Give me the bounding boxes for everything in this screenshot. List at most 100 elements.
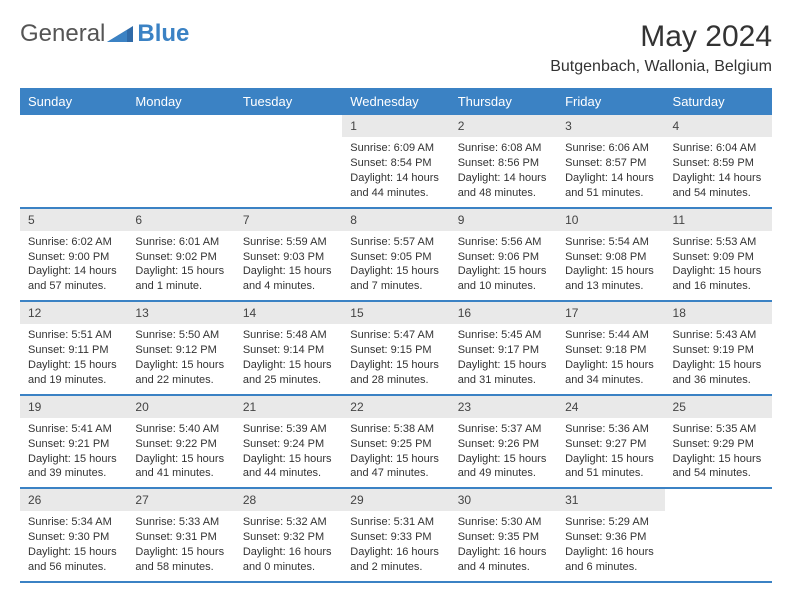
daylight-text: Daylight: 15 hours and 41 minutes. bbox=[135, 452, 226, 482]
weekday-header: Sunday bbox=[20, 88, 127, 115]
day-number: 14 bbox=[235, 302, 342, 324]
sunrise-text: Sunrise: 5:36 AM bbox=[565, 422, 656, 437]
day-number: 30 bbox=[450, 489, 557, 511]
calendar-day-cell: 4Sunrise: 6:04 AMSunset: 8:59 PMDaylight… bbox=[665, 115, 772, 208]
sunrise-text: Sunrise: 5:33 AM bbox=[135, 515, 226, 530]
day-number: 17 bbox=[557, 302, 664, 324]
sunset-text: Sunset: 9:21 PM bbox=[28, 437, 119, 452]
daylight-text: Daylight: 15 hours and 22 minutes. bbox=[135, 358, 226, 388]
brand-part1: General bbox=[20, 20, 105, 48]
calendar-day-cell: 12Sunrise: 5:51 AMSunset: 9:11 PMDayligh… bbox=[20, 301, 127, 395]
calendar-day-cell: 15Sunrise: 5:47 AMSunset: 9:15 PMDayligh… bbox=[342, 301, 449, 395]
day-body: Sunrise: 5:44 AMSunset: 9:18 PMDaylight:… bbox=[557, 324, 664, 393]
sunrise-text: Sunrise: 5:35 AM bbox=[673, 422, 764, 437]
day-body: Sunrise: 5:39 AMSunset: 9:24 PMDaylight:… bbox=[235, 418, 342, 487]
calendar-day-cell: 30Sunrise: 5:30 AMSunset: 9:35 PMDayligh… bbox=[450, 488, 557, 582]
sunset-text: Sunset: 9:33 PM bbox=[350, 530, 441, 545]
calendar-day-cell: 28Sunrise: 5:32 AMSunset: 9:32 PMDayligh… bbox=[235, 488, 342, 582]
day-body: Sunrise: 5:59 AMSunset: 9:03 PMDaylight:… bbox=[235, 231, 342, 300]
header: General Blue May 2024 Butgenbach, Wallon… bbox=[20, 20, 772, 76]
sunrise-text: Sunrise: 5:39 AM bbox=[243, 422, 334, 437]
daylight-text: Daylight: 15 hours and 19 minutes. bbox=[28, 358, 119, 388]
day-body: Sunrise: 5:33 AMSunset: 9:31 PMDaylight:… bbox=[127, 511, 234, 580]
sunset-text: Sunset: 9:22 PM bbox=[135, 437, 226, 452]
calendar-day-cell: 23Sunrise: 5:37 AMSunset: 9:26 PMDayligh… bbox=[450, 395, 557, 489]
daylight-text: Daylight: 15 hours and 51 minutes. bbox=[565, 452, 656, 482]
calendar-body: 1Sunrise: 6:09 AMSunset: 8:54 PMDaylight… bbox=[20, 115, 772, 582]
day-body: Sunrise: 5:54 AMSunset: 9:08 PMDaylight:… bbox=[557, 231, 664, 300]
daylight-text: Daylight: 15 hours and 54 minutes. bbox=[673, 452, 764, 482]
day-number: 1 bbox=[342, 115, 449, 137]
sunset-text: Sunset: 8:56 PM bbox=[458, 156, 549, 171]
day-number: 7 bbox=[235, 209, 342, 231]
sunset-text: Sunset: 9:14 PM bbox=[243, 343, 334, 358]
sunrise-text: Sunrise: 5:54 AM bbox=[565, 235, 656, 250]
weekday-header: Saturday bbox=[665, 88, 772, 115]
day-number: 6 bbox=[127, 209, 234, 231]
calendar-day-cell: 24 Sunrise: 5:36 AMSunset: 9:27 PMDayligh… bbox=[557, 395, 664, 489]
daylight-text: Daylight: 15 hours and 47 minutes. bbox=[350, 452, 441, 482]
sunrise-text: Sunrise: 5:59 AM bbox=[243, 235, 334, 250]
calendar-day-cell: 31Sunrise: 5:29 AMSunset: 9:36 PMDayligh… bbox=[557, 488, 664, 582]
day-number: 11 bbox=[665, 209, 772, 231]
month-title: May 2024 bbox=[550, 20, 772, 54]
calendar-day-cell: 18Sunrise: 5:43 AMSunset: 9:19 PMDayligh… bbox=[665, 301, 772, 395]
day-number: 20 bbox=[127, 396, 234, 418]
day-number: 21 bbox=[235, 396, 342, 418]
day-number: 9 bbox=[450, 209, 557, 231]
daylight-text: Daylight: 15 hours and 25 minutes. bbox=[243, 358, 334, 388]
daylight-text: Daylight: 15 hours and 31 minutes. bbox=[458, 358, 549, 388]
sunset-text: Sunset: 9:17 PM bbox=[458, 343, 549, 358]
daylight-text: Daylight: 15 hours and 13 minutes. bbox=[565, 264, 656, 294]
brand-logo: General Blue bbox=[20, 20, 189, 48]
day-number: 16 bbox=[450, 302, 557, 324]
day-body: Sunrise: 5:51 AMSunset: 9:11 PMDaylight:… bbox=[20, 324, 127, 393]
day-number: 10 bbox=[557, 209, 664, 231]
day-number: 19 bbox=[20, 396, 127, 418]
calendar-day-cell: 25Sunrise: 5:35 AMSunset: 9:29 PMDayligh… bbox=[665, 395, 772, 489]
day-number: 15 bbox=[342, 302, 449, 324]
calendar-day-cell: 7Sunrise: 5:59 AMSunset: 9:03 PMDaylight… bbox=[235, 208, 342, 302]
day-body: Sunrise: 5:53 AMSunset: 9:09 PMDaylight:… bbox=[665, 231, 772, 300]
calendar-day-cell: 20 Sunrise: 5:40 AMSunset: 9:22 PMDayligh… bbox=[127, 395, 234, 489]
calendar-day-cell: 5Sunrise: 6:02 AMSunset: 9:00 PMDaylight… bbox=[20, 208, 127, 302]
day-number: 24 bbox=[557, 396, 664, 418]
weekday-header: Friday bbox=[557, 88, 664, 115]
sunrise-text: Sunrise: 5:56 AM bbox=[458, 235, 549, 250]
daylight-text: Daylight: 15 hours and 58 minutes. bbox=[135, 545, 226, 575]
sunrise-text: Sunrise: 6:08 AM bbox=[458, 141, 549, 156]
calendar-day-cell: 1Sunrise: 6:09 AMSunset: 8:54 PMDaylight… bbox=[342, 115, 449, 208]
sunset-text: Sunset: 9:03 PM bbox=[243, 250, 334, 265]
sunset-text: Sunset: 9:36 PM bbox=[565, 530, 656, 545]
calendar-week-row: 12Sunrise: 5:51 AMSunset: 9:11 PMDayligh… bbox=[20, 301, 772, 395]
calendar-day-cell: 9Sunrise: 5:56 AMSunset: 9:06 PMDaylight… bbox=[450, 208, 557, 302]
calendar-week-row: 19 Sunrise: 5:41 AMSunset: 9:21 PM Dayligh… bbox=[20, 395, 772, 489]
calendar-day-cell: 17Sunrise: 5:44 AMSunset: 9:18 PMDayligh… bbox=[557, 301, 664, 395]
sunset-text: Sunset: 9:30 PM bbox=[28, 530, 119, 545]
day-body: Sunrise: 5:31 AMSunset: 9:33 PMDaylight:… bbox=[342, 511, 449, 580]
sunset-text: Sunset: 9:05 PM bbox=[350, 250, 441, 265]
day-body: Sunrise: 5:30 AMSunset: 9:35 PMDaylight:… bbox=[450, 511, 557, 580]
calendar-day-cell: 13Sunrise: 5:50 AMSunset: 9:12 PMDayligh… bbox=[127, 301, 234, 395]
sunset-text: Sunset: 9:15 PM bbox=[350, 343, 441, 358]
calendar-day-cell bbox=[20, 115, 127, 208]
brand-part2: Blue bbox=[137, 20, 189, 48]
sunrise-text: Sunrise: 5:41 AM bbox=[28, 422, 119, 437]
day-number: 26 bbox=[20, 489, 127, 511]
sunrise-text: Sunrise: 6:04 AM bbox=[673, 141, 764, 156]
sunrise-text: Sunrise: 5:57 AM bbox=[350, 235, 441, 250]
day-body: Sunrise: 5:35 AMSunset: 9:29 PMDaylight:… bbox=[665, 418, 772, 487]
sunset-text: Sunset: 9:27 PM bbox=[565, 437, 656, 452]
calendar-week-row: 26Sunrise: 5:34 AMSunset: 9:30 PMDayligh… bbox=[20, 488, 772, 582]
day-body: Sunrise: 5:34 AMSunset: 9:30 PMDaylight:… bbox=[20, 511, 127, 580]
day-body: Sunrise: 5:50 AMSunset: 9:12 PMDaylight:… bbox=[127, 324, 234, 393]
calendar-day-cell bbox=[235, 115, 342, 208]
calendar-day-cell: 8Sunrise: 5:57 AMSunset: 9:05 PMDaylight… bbox=[342, 208, 449, 302]
daylight-text: Daylight: 14 hours and 44 minutes. bbox=[350, 171, 441, 201]
sunset-text: Sunset: 9:31 PM bbox=[135, 530, 226, 545]
sunset-text: Sunset: 9:35 PM bbox=[458, 530, 549, 545]
sunset-text: Sunset: 9:24 PM bbox=[243, 437, 334, 452]
calendar-day-cell: 11Sunrise: 5:53 AMSunset: 9:09 PMDayligh… bbox=[665, 208, 772, 302]
sunrise-text: Sunrise: 5:40 AM bbox=[135, 422, 226, 437]
calendar-day-cell: 22Sunrise: 5:38 AMSunset: 9:25 PMDayligh… bbox=[342, 395, 449, 489]
